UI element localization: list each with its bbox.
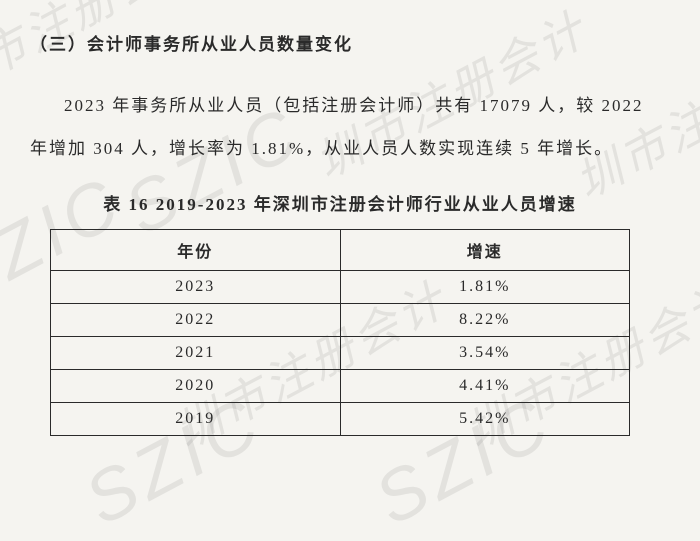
table-cell: 5.42% [340, 403, 630, 436]
table-caption: 表 16 2019-2023 年深圳市注册会计师行业从业人员增速 [30, 190, 650, 215]
table-cell: 2022 [51, 304, 341, 337]
table-cell: 2019 [51, 403, 341, 436]
table-body: 20231.81%20228.22%20213.54%20204.41%2019… [51, 271, 630, 436]
body-paragraph: 2023 年事务所从业人员（包括注册会计师）共有 17079 人，较 2022 … [30, 85, 650, 170]
document-content: （三）会计师事务所从业人员数量变化 2023 年事务所从业人员（包括注册会计师）… [30, 30, 650, 436]
table-cell: 1.81% [340, 271, 630, 304]
table-cell: 2023 [51, 271, 341, 304]
table-row: 20204.41% [51, 370, 630, 403]
table-row: 20228.22% [51, 304, 630, 337]
section-title: （三）会计师事务所从业人员数量变化 [30, 30, 650, 55]
table-cell: 4.41% [340, 370, 630, 403]
table-cell: 2021 [51, 337, 341, 370]
table-cell: 2020 [51, 370, 341, 403]
growth-rate-table: 年份 增速 20231.81%20228.22%20213.54%20204.4… [50, 229, 630, 436]
table-row: 20231.81% [51, 271, 630, 304]
table-cell: 8.22% [340, 304, 630, 337]
table-header-year: 年份 [51, 230, 341, 271]
table-row: 20195.42% [51, 403, 630, 436]
table-row: 20213.54% [51, 337, 630, 370]
table-cell: 3.54% [340, 337, 630, 370]
table-header-rate: 增速 [340, 230, 630, 271]
